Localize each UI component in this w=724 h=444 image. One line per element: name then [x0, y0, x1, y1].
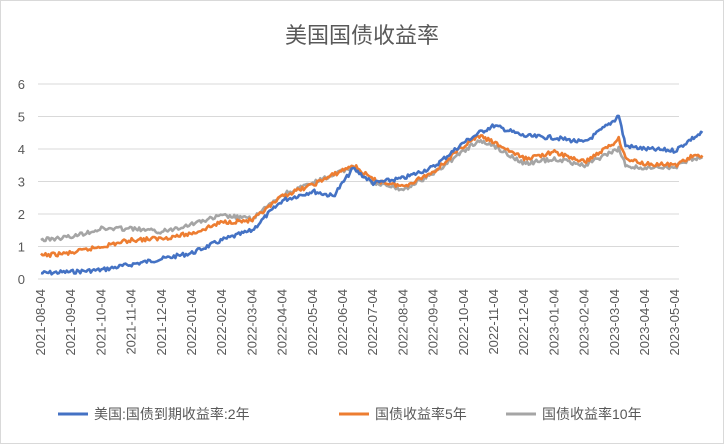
x-tick-label: 2022-01-04	[184, 289, 199, 356]
x-tick-label: 2022-08-04	[395, 289, 410, 356]
x-tick-label: 2021-09-04	[63, 289, 78, 356]
x-tick-label: 2022-06-04	[335, 289, 350, 356]
x-tick-label: 2023-02-04	[577, 289, 592, 356]
x-tick-label: 2021-11-04	[124, 289, 139, 355]
x-tick-label: 2022-12-04	[516, 289, 531, 356]
x-tick-label: 2022-11-04	[486, 289, 501, 355]
legend: 美国:国债到期收益率:2年 国债收益率5年 国债收益率10年	[58, 406, 642, 422]
legend-label: 国债收益率5年	[375, 406, 467, 422]
x-tick-label: 2022-04-04	[275, 289, 290, 356]
y-tick-label: 1	[18, 240, 25, 255]
x-tick-label: 2022-03-04	[244, 289, 259, 356]
y-tick-label: 4	[18, 142, 25, 157]
series-2y-line	[40, 114, 704, 276]
chart-title: 美国国债收益率	[285, 23, 439, 48]
y-tick-label: 6	[18, 77, 25, 92]
x-tick-label: 2023-04-04	[637, 289, 652, 356]
series-lines	[40, 114, 704, 276]
x-tick-label: 2022-02-04	[214, 289, 229, 356]
series-5y-line	[40, 134, 704, 258]
x-tick-label: 2023-03-04	[607, 289, 622, 356]
y-tick-label: 0	[18, 272, 25, 287]
legend-label: 美国:国债到期收益率:2年	[94, 406, 250, 422]
x-tick-label: 2022-07-04	[365, 289, 380, 356]
y-axis-ticks: 0 1 2 3 4 5 6	[18, 77, 25, 287]
x-tick-label: 2022-10-04	[456, 289, 471, 356]
x-tick-label: 2022-09-04	[426, 289, 441, 356]
x-axis-ticks: 2021-08-04 2021-09-04 2021-10-04 2021-11-04…	[33, 289, 682, 356]
x-tick-label: 2021-12-04	[154, 289, 169, 356]
x-tick-label: 2023-01-04	[546, 289, 561, 356]
x-tick-label: 2021-08-04	[33, 289, 48, 356]
y-tick-label: 3	[18, 175, 25, 190]
legend-label: 国债收益率10年	[542, 406, 642, 422]
series-10y-line	[40, 139, 704, 243]
grid-lines	[38, 83, 679, 280]
x-tick-label: 2023-05-04	[667, 289, 682, 356]
x-tick-label: 2021-10-04	[93, 289, 108, 356]
y-tick-label: 5	[18, 110, 25, 125]
x-tick-label: 2022-05-04	[305, 289, 320, 356]
y-tick-label: 2	[18, 207, 25, 222]
